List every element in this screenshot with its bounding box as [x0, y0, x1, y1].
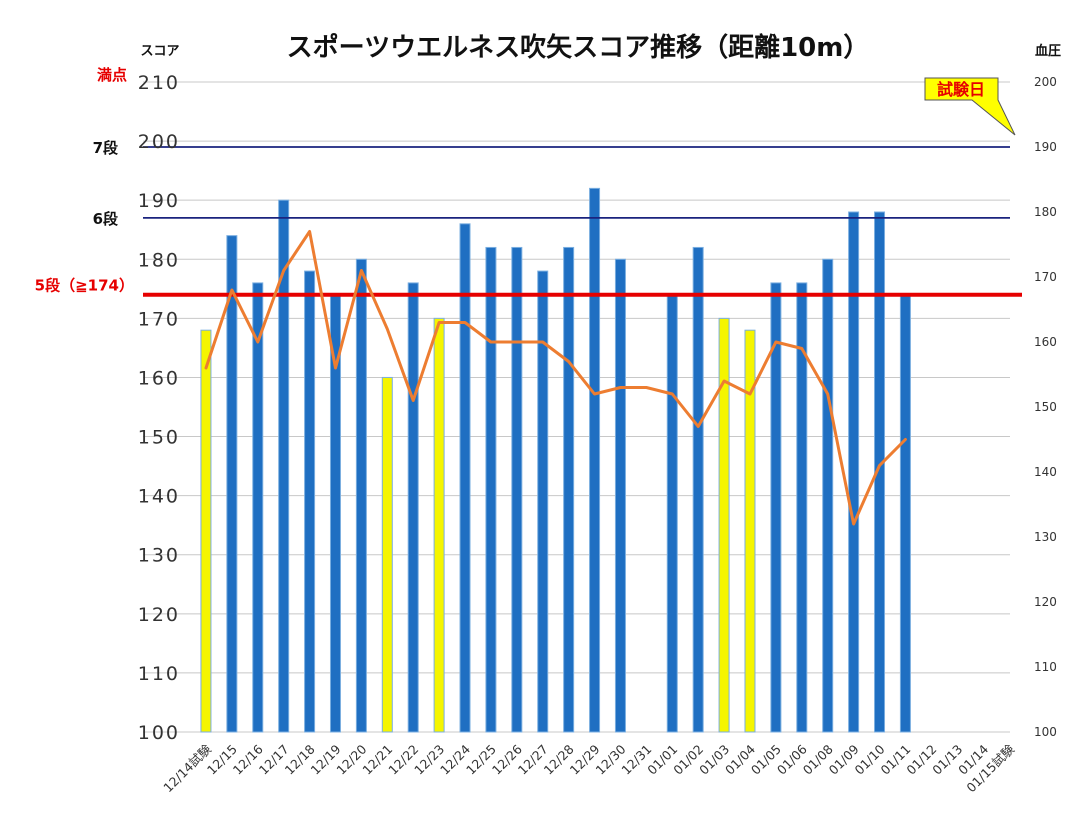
- reference-label: 5段（≧174）: [35, 277, 134, 295]
- y-tick-label: 100: [138, 722, 180, 744]
- exam-day-callout: 試験日: [924, 77, 1016, 136]
- score-bar: [744, 329, 756, 733]
- score-bar: [874, 211, 886, 733]
- y-tick-label: 180: [138, 249, 180, 271]
- score-bar: [848, 211, 860, 733]
- score-bar: [226, 235, 238, 733]
- chart-title: スポーツウエルネス吹矢スコア推移（距離10m）: [287, 32, 870, 63]
- score-bar: [485, 246, 497, 733]
- y2-tick-label: 190: [1034, 140, 1057, 154]
- score-bar: [899, 294, 911, 733]
- y-tick-label: 130: [138, 545, 180, 567]
- y2-tick-label: 100: [1034, 725, 1057, 739]
- y-tick-label: 140: [138, 486, 180, 508]
- y-tick-label: 200: [138, 131, 180, 153]
- score-bar: [770, 282, 782, 733]
- y-tick-label: 150: [138, 427, 180, 449]
- y-tick-label: 190: [138, 190, 180, 212]
- score-bar: [252, 282, 264, 733]
- y2-tick-label: 180: [1034, 205, 1057, 219]
- score-bar: [614, 258, 626, 733]
- y2-tick-label: 150: [1034, 400, 1057, 414]
- score-bar: [511, 246, 523, 733]
- score-bar: [278, 199, 290, 733]
- exam-day-label: 試験日: [937, 80, 985, 99]
- y2-tick-label: 110: [1034, 660, 1057, 674]
- score-bar: [355, 258, 367, 733]
- score-bar: [200, 329, 212, 733]
- reference-label: 7段: [93, 139, 118, 157]
- score-bar: [537, 270, 549, 733]
- y2-tick-label: 140: [1034, 465, 1057, 479]
- score-bar: [718, 317, 730, 733]
- y2-tick-label: 130: [1034, 530, 1057, 544]
- score-bar: [433, 317, 445, 733]
- reference-label: 6段: [93, 210, 118, 228]
- score-bar: [381, 376, 393, 733]
- y2-tick-label: 200: [1034, 75, 1057, 89]
- score-bar: [304, 270, 316, 733]
- y-tick-label: 160: [138, 367, 180, 389]
- y-axis-label: スコア: [140, 44, 179, 59]
- y-tick-label: 110: [138, 663, 180, 685]
- y2-tick-label: 160: [1034, 335, 1057, 349]
- y2-axis-label: 血圧: [1035, 43, 1061, 59]
- blood-pressure-line: [204, 230, 907, 526]
- y2-tick-label: 120: [1034, 595, 1057, 609]
- score-bar: [407, 282, 419, 733]
- score-bar: [563, 246, 575, 733]
- score-bar: [666, 294, 678, 733]
- y-tick-label: 170: [138, 308, 180, 330]
- score-bar: [796, 282, 808, 733]
- y2-tick-label: 170: [1034, 270, 1057, 284]
- score-bar: [459, 223, 471, 733]
- y-tick-label: 120: [138, 604, 180, 626]
- reference-label: 満点: [97, 66, 127, 84]
- score-bar: [589, 187, 601, 733]
- score-bar: [692, 246, 704, 733]
- y-tick-label: 210: [138, 72, 180, 94]
- score-bar: [822, 258, 834, 733]
